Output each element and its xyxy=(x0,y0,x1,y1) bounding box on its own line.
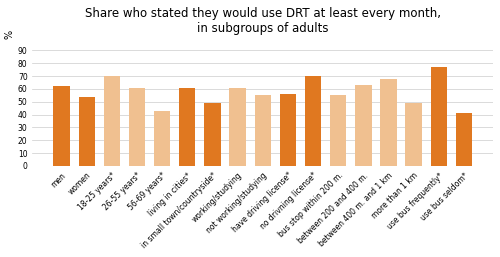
Title: Share who stated they would use DRT at least every month,
in subgroups of adults: Share who stated they would use DRT at l… xyxy=(85,7,441,35)
Bar xyxy=(54,86,70,166)
Bar xyxy=(355,85,372,166)
Bar xyxy=(330,95,346,166)
Bar xyxy=(254,95,271,166)
Bar xyxy=(280,94,296,166)
Bar xyxy=(104,76,120,166)
Bar xyxy=(154,111,170,166)
Bar xyxy=(129,88,145,166)
Bar xyxy=(305,76,321,166)
Bar xyxy=(78,97,95,166)
Y-axis label: %: % xyxy=(4,30,14,40)
Bar xyxy=(204,103,220,166)
Bar xyxy=(430,67,447,166)
Bar xyxy=(406,103,422,166)
Bar xyxy=(230,88,246,166)
Bar xyxy=(380,79,396,166)
Bar xyxy=(456,113,472,166)
Bar xyxy=(179,88,196,166)
